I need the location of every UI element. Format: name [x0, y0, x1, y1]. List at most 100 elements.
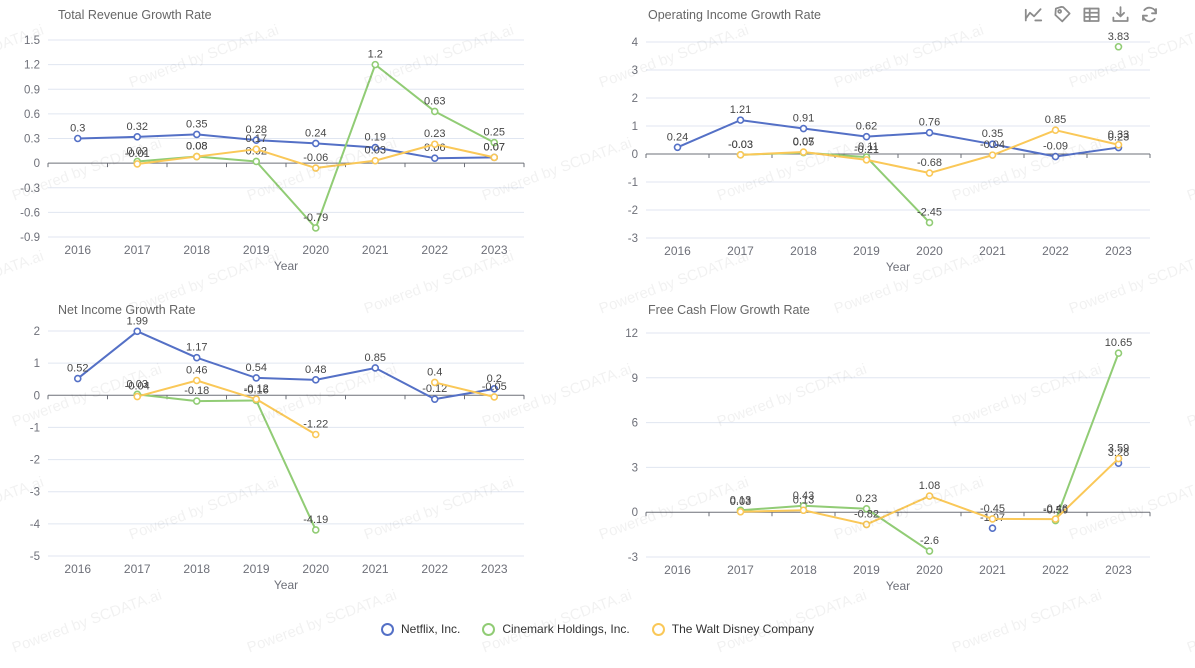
chart-title-total-revenue: Total Revenue Growth Rate — [58, 8, 212, 22]
svg-text:-0.03: -0.03 — [728, 139, 753, 151]
svg-text:0.91: 0.91 — [793, 113, 814, 125]
tag-icon[interactable] — [1053, 5, 1072, 24]
netflix-series-marker — [380, 622, 394, 636]
chart-total-revenue-growth-rate[interactable]: 1.5 1.2 0.9 0.6 0.3 0 -0.3 -0.6 -0.9 2016 2017 2018… — [0, 0, 540, 290]
svg-text:1.99: 1.99 — [127, 315, 148, 327]
svg-text:2017: 2017 — [124, 243, 151, 257]
svg-text:2019: 2019 — [243, 243, 270, 257]
svg-text:0.03: 0.03 — [730, 496, 751, 508]
svg-text:2019: 2019 — [243, 562, 270, 576]
chart-operating-income-growth-rate[interactable]: 4 3 2 1 0 -1 -2 -3 2016 2017 2018 2019 2020 2021 2022 2… — [600, 0, 1195, 290]
svg-text:-0.21: -0.21 — [854, 144, 879, 156]
svg-text:2016: 2016 — [664, 563, 691, 577]
svg-text:2: 2 — [34, 326, 40, 338]
legend-label-cinemark: Cinemark Holdings, Inc. — [502, 622, 630, 636]
svg-text:3: 3 — [632, 462, 638, 474]
svg-text:3: 3 — [632, 65, 638, 77]
svg-text:-0.09: -0.09 — [1043, 141, 1068, 153]
svg-text:Year: Year — [274, 578, 298, 592]
svg-text:-0.46: -0.46 — [1043, 503, 1068, 515]
chart-net-income-growth-rate[interactable]: 2 1 0 -1 -2 -3 -4 -5 2016 2017 2018 2019 2020 2021 202… — [0, 295, 540, 600]
download-icon[interactable] — [1111, 5, 1130, 24]
svg-text:0.03: 0.03 — [127, 378, 148, 390]
svg-text:-3: -3 — [628, 233, 638, 245]
svg-text:-1: -1 — [30, 422, 40, 434]
svg-text:3.59: 3.59 — [1108, 443, 1129, 455]
svg-text:0.05: 0.05 — [793, 137, 814, 149]
chart-title-operating-income: Operating Income Growth Rate — [648, 8, 821, 22]
svg-text:0.17: 0.17 — [246, 133, 267, 145]
svg-text:2016: 2016 — [64, 243, 91, 257]
legend-item-disney[interactable]: The Walt Disney Company — [651, 622, 815, 636]
svg-text:1: 1 — [34, 358, 40, 370]
svg-text:0.85: 0.85 — [365, 352, 386, 364]
svg-text:0.08: 0.08 — [186, 141, 207, 153]
chart-title-net-income: Net Income Growth Rate — [58, 303, 196, 317]
svg-text:2018: 2018 — [183, 243, 210, 257]
chart-free-cash-flow-growth-rate[interactable]: 12 9 6 3 0 -3 2016 2017 2018 2019 2020 2021 2022 2023… — [600, 295, 1195, 600]
svg-text:0.35: 0.35 — [186, 118, 207, 130]
table-icon[interactable] — [1082, 5, 1101, 24]
svg-text:2: 2 — [632, 93, 638, 105]
svg-text:2018: 2018 — [790, 563, 817, 577]
svg-text:0.24: 0.24 — [305, 127, 326, 139]
svg-text:0.4: 0.4 — [427, 366, 442, 378]
svg-text:0: 0 — [34, 390, 40, 402]
svg-text:2023: 2023 — [1105, 563, 1132, 577]
svg-text:-1.22: -1.22 — [303, 419, 328, 431]
svg-text:0.6: 0.6 — [24, 109, 40, 121]
svg-text:-0.01: -0.01 — [125, 148, 150, 160]
svg-text:-3: -3 — [30, 487, 40, 499]
refresh-icon[interactable] — [1140, 5, 1159, 24]
svg-text:0.07: 0.07 — [484, 141, 505, 153]
svg-text:-0.68: -0.68 — [917, 157, 942, 169]
svg-text:-5: -5 — [30, 551, 40, 563]
svg-text:2023: 2023 — [481, 243, 508, 257]
line-chart-icon[interactable] — [1024, 5, 1043, 24]
svg-text:0.2: 0.2 — [487, 373, 502, 385]
svg-text:0: 0 — [34, 158, 40, 170]
svg-text:Year: Year — [886, 260, 910, 274]
svg-text:0.9: 0.9 — [24, 84, 40, 96]
svg-text:2017: 2017 — [727, 244, 754, 258]
svg-text:-0.03: -0.03 — [728, 139, 753, 151]
chart-legend: Netflix, Inc. Cinemark Holdings, Inc. Th… — [0, 622, 1195, 636]
chart-toolbar — [1024, 5, 1159, 24]
svg-text:0.43: 0.43 — [793, 490, 814, 502]
svg-text:0.76: 0.76 — [919, 117, 940, 129]
svg-text:0: 0 — [632, 149, 638, 161]
svg-text:-0.9: -0.9 — [20, 232, 40, 244]
svg-text:-2.6: -2.6 — [920, 535, 939, 547]
svg-text:3.28: 3.28 — [1108, 447, 1129, 459]
svg-text:1.2: 1.2 — [368, 49, 383, 61]
svg-text:1.08: 1.08 — [919, 480, 940, 492]
svg-text:0.63: 0.63 — [424, 95, 445, 107]
svg-text:2017: 2017 — [124, 562, 151, 576]
svg-text:0.3: 0.3 — [70, 123, 85, 135]
svg-text:2021: 2021 — [362, 562, 389, 576]
legend-item-cinemark[interactable]: Cinemark Holdings, Inc. — [482, 622, 630, 636]
svg-text:2016: 2016 — [664, 244, 691, 258]
svg-text:0.13: 0.13 — [793, 494, 814, 506]
svg-text:2021: 2021 — [979, 563, 1006, 577]
svg-text:2023: 2023 — [481, 562, 508, 576]
svg-text:2019: 2019 — [853, 563, 880, 577]
svg-text:0.33: 0.33 — [1108, 129, 1129, 141]
chart-title-free-cash-flow: Free Cash Flow Growth Rate — [648, 303, 810, 317]
svg-text:-0.12: -0.12 — [422, 383, 447, 395]
svg-text:1.2: 1.2 — [24, 60, 40, 72]
svg-text:2021: 2021 — [979, 244, 1006, 258]
svg-text:0: 0 — [632, 507, 638, 519]
svg-text:0.13: 0.13 — [730, 494, 751, 506]
svg-text:2021: 2021 — [362, 243, 389, 257]
svg-text:1: 1 — [632, 121, 638, 133]
svg-text:2022: 2022 — [421, 562, 448, 576]
svg-text:-0.12: -0.12 — [244, 383, 269, 395]
svg-text:-0.05: -0.05 — [482, 381, 507, 393]
legend-label-disney: The Walt Disney Company — [671, 622, 815, 636]
svg-text:2020: 2020 — [302, 562, 329, 576]
svg-text:-0.82: -0.82 — [854, 508, 879, 520]
svg-text:-3: -3 — [628, 552, 638, 564]
svg-text:0.48: 0.48 — [305, 364, 326, 376]
legend-item-netflix[interactable]: Netflix, Inc. — [380, 622, 460, 636]
